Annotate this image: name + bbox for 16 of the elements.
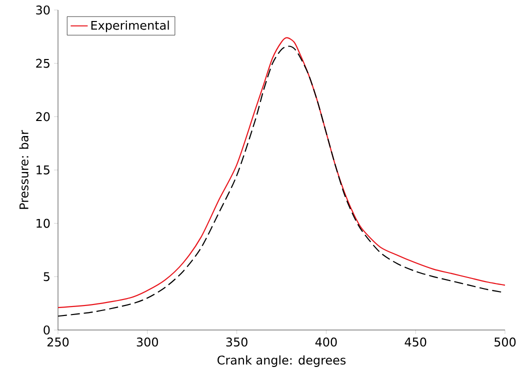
x-tick-label: 500: [494, 338, 516, 347]
x-axis-title: Crank angle: degrees: [218, 355, 346, 367]
y-tick-label: 25: [36, 58, 50, 68]
x-tick-label: 450: [404, 338, 426, 347]
x-tick-label: 300: [136, 338, 158, 347]
y-tick-label: 5: [44, 272, 50, 282]
x-tick-label: 250: [47, 338, 69, 347]
x-tick-label: 350: [226, 338, 248, 347]
y-tick-label: 0: [44, 325, 50, 335]
y-tick-label: 10: [36, 218, 50, 228]
y-tick-label: 20: [36, 112, 50, 122]
y-tick-label: 15: [36, 166, 50, 174]
legend-label: Experimental: [91, 20, 169, 32]
y-tick-label: 30: [36, 5, 50, 15]
y-axis-title: Pressure: bar: [19, 130, 28, 209]
x-tick-label: 400: [315, 338, 337, 347]
